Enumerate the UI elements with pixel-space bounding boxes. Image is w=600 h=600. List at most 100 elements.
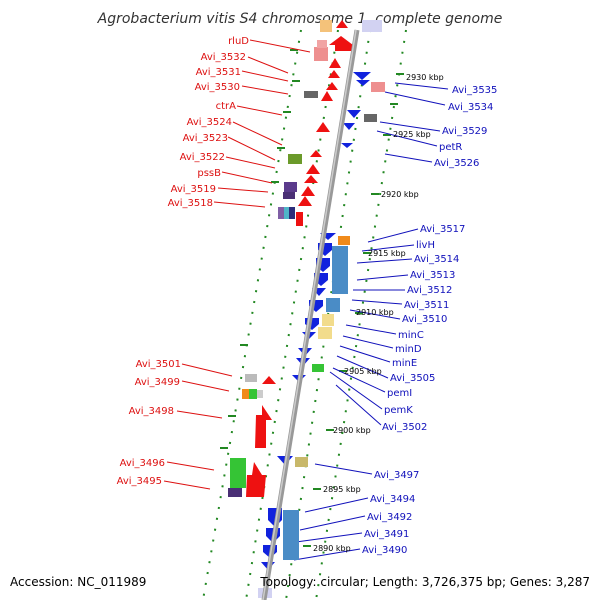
kbp-label: 2910 kbp [356,308,394,317]
gene-label[interactable]: Avi_3532 [201,52,246,63]
gene-label[interactable]: petR [439,142,462,153]
kbp-label: 2920 kbp [381,190,419,199]
gene-arrow-forward [246,462,266,497]
leader-line [213,201,266,208]
gene-box-purple [283,192,295,199]
gene-label[interactable]: Avi_3491 [364,529,409,540]
leader-line [384,153,433,163]
gene-arrow-forward [304,175,318,183]
gene-label[interactable]: Avi_3534 [448,102,493,113]
gene-arrow-forward [329,36,353,51]
leader-line [379,121,441,132]
gene-label[interactable]: Avi_3530 [195,82,240,93]
leader-line [376,130,438,147]
gene-box-green [312,364,324,372]
leader-line [314,463,373,475]
gene-label[interactable]: Avi_3510 [402,314,447,325]
leader-line [241,70,289,82]
gene-label[interactable]: Avi_3519 [171,184,216,195]
gene-label[interactable]: Avi_3497 [374,470,419,481]
gene-label[interactable]: Avi_3496 [120,458,165,469]
gene-box-orange [338,236,350,245]
forward-genes [228,20,353,497]
gene-label[interactable]: Avi_3531 [196,67,241,78]
leader-line [176,410,223,419]
gene-label[interactable]: Avi_3495 [117,476,162,487]
leader-line [339,345,391,363]
leader-lines-right [293,82,449,561]
gene-label[interactable]: Avi_3499 [135,377,180,388]
gene-label[interactable]: Avi_3529 [442,126,487,137]
gene-label[interactable]: Avi_3522 [180,152,225,163]
gene-label[interactable]: Avi_3517 [420,224,465,235]
gene-label[interactable]: Avi_3505 [390,373,435,384]
gene-box-gray [304,91,318,98]
map-title: Agrobacterium vitis S4 chromosome 1, com… [97,11,503,27]
leader-line [236,105,283,116]
gene-arrow-reverse [347,110,361,118]
gene-arrow-forward [310,150,322,157]
leader-line [332,367,386,393]
gene-label[interactable]: Avi_3498 [129,406,174,417]
gene-labels-left: rluD Avi_3532 Avi_3531 Avi_3530 ctrA Avi… [117,36,250,487]
leader-line [181,363,233,377]
gene-label[interactable]: Avi_3513 [410,270,455,281]
leader-line [335,384,382,426]
gene-box-lavender [362,20,382,32]
leader-line [345,324,397,335]
gene-label[interactable]: Avi_3512 [407,285,452,296]
leader-line [356,274,409,281]
gene-label[interactable]: pemI [387,388,412,399]
gene-label[interactable]: Avi_3490 [362,545,407,556]
tick-marks [220,49,404,547]
gene-arrow-forward [255,405,272,448]
gene-label[interactable]: pssB [197,168,221,179]
gene-label[interactable]: Avi_3511 [404,300,449,311]
gene-box-gray [364,114,377,122]
gene-label[interactable]: livH [416,240,435,251]
gene-label[interactable]: Avi_3518 [168,198,213,209]
gene-label[interactable]: Avi_3535 [452,85,497,96]
leader-line [221,171,273,184]
leader-line [367,228,419,243]
leader-line [217,187,269,193]
leader-line [351,299,403,305]
gene-box-steelblue [326,298,340,312]
leader-line [361,244,415,252]
leader-line [247,56,289,74]
gene-label[interactable]: Avi_3523 [183,133,228,144]
gene-label[interactable]: Avi_3501 [136,359,181,370]
gene-label[interactable]: Avi_3502 [382,422,427,433]
gene-box-green [249,389,257,399]
kbp-label: 2915 kbp [368,249,406,258]
leader-line [227,136,276,161]
gene-box-orange [320,20,332,32]
leader-line [225,156,276,169]
gene-label[interactable]: pemK [384,405,413,416]
gene-label[interactable]: minD [395,344,422,355]
gene-label[interactable]: rluD [228,36,249,47]
gene-label[interactable]: ctrA [216,101,237,112]
gene-box-pink [317,40,327,48]
leader-line [249,39,311,53]
gene-label[interactable]: Avi_3514 [414,254,459,265]
gene-label[interactable]: Avi_3492 [367,512,412,523]
gene-label[interactable]: Avi_3494 [370,494,415,505]
gene-label[interactable]: Avi_3524 [187,117,232,128]
gene-label[interactable]: minC [398,330,424,341]
gene-arrow-reverse [343,123,355,130]
gene-box-pink [371,82,385,92]
gene-arrow-forward [328,70,340,78]
gene-box-green [230,458,246,488]
gene-box-orange [242,389,249,399]
leader-lines-left [163,39,311,490]
gene-label[interactable]: minE [392,358,417,369]
gene-label[interactable]: Avi_3526 [434,158,479,169]
leader-line [336,355,389,379]
kbp-label: 2895 kbp [323,485,361,494]
gene-arrow-forward [326,82,338,90]
chromosome-backbone-highlight [262,29,357,600]
kbp-label: 2900 kbp [333,426,371,435]
gene-box-steelblue [332,246,348,294]
gene-arrow-reverse [353,72,371,80]
